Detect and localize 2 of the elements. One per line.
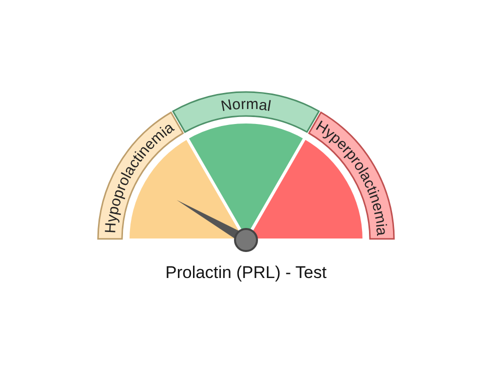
text: Prolactin (PRL) - Test [165, 263, 327, 282]
slice-label: Normal [220, 96, 272, 116]
